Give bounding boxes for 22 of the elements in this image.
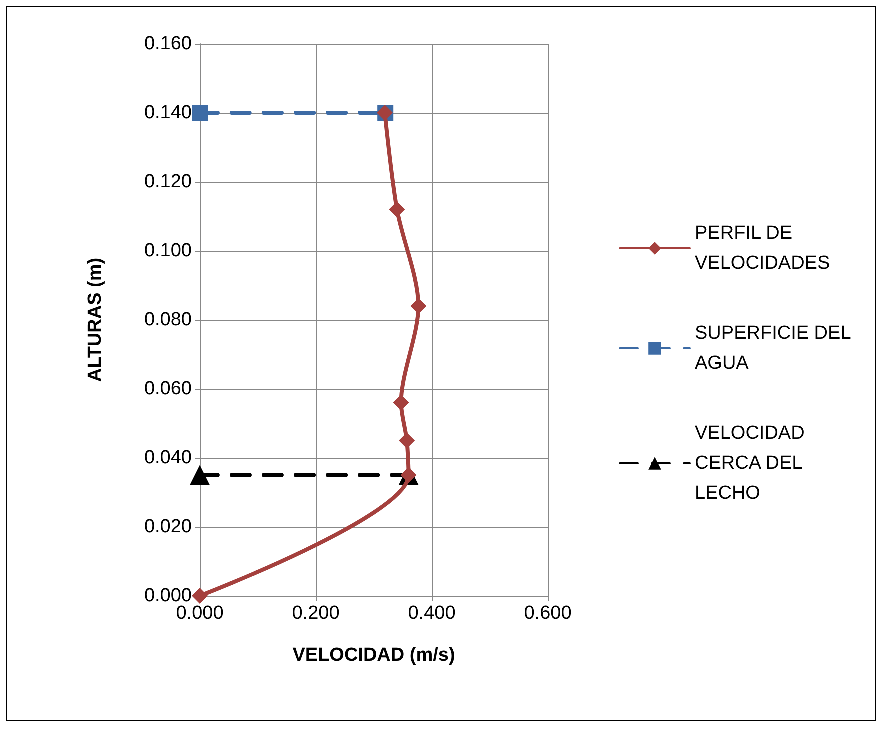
legend-label: VELOCIDAD CERCA DEL LECHO [695,423,810,504]
y-tick-label: 0.080 [144,310,192,330]
y-tick-label: 0.120 [144,172,192,192]
x-tick-label: 0.200 [292,603,340,624]
point [393,394,410,411]
y-tick-label: 0.160 [144,34,192,54]
point [389,202,406,218]
x-tick-label: 0.400 [408,603,456,624]
y-axis-title: ALTURAS (m) [85,258,106,382]
y-tick-label: 0.040 [144,448,192,468]
y-tick-label: 0.100 [144,240,192,262]
y-tick-label: 0.020 [144,516,192,538]
y-tick-label: 0.060 [144,378,192,400]
point [192,105,208,121]
point [399,432,416,449]
point [192,588,208,604]
legend-label: PERFIL DE VELOCIDADES [695,223,830,274]
x-tick-label: 0.600 [524,603,572,624]
point [410,298,427,314]
x-axis-title: VELOCIDAD (m/s) [292,645,456,666]
legend-label: SUPERFICIE DEL AGUA [695,323,856,374]
y-tick-label: 0.140 [144,102,192,124]
